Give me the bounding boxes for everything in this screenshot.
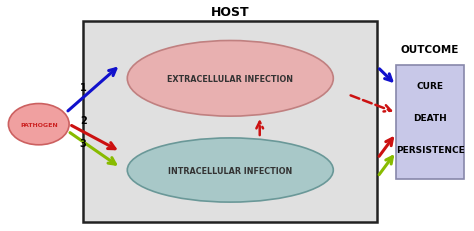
Ellipse shape — [128, 138, 333, 202]
Text: 1: 1 — [80, 83, 87, 93]
Text: CURE: CURE — [417, 81, 444, 90]
Text: PATHOGEN: PATHOGEN — [20, 122, 58, 127]
Text: DEATH: DEATH — [413, 113, 447, 122]
Text: INTRACELLULAR INFECTION: INTRACELLULAR INFECTION — [168, 166, 292, 175]
Text: EXTRACELLULAR INFECTION: EXTRACELLULAR INFECTION — [167, 75, 293, 83]
Text: HOST: HOST — [211, 6, 250, 19]
FancyBboxPatch shape — [396, 65, 464, 179]
Text: 3: 3 — [80, 138, 87, 148]
Text: 2: 2 — [80, 115, 87, 125]
Ellipse shape — [9, 104, 69, 145]
Ellipse shape — [128, 41, 333, 117]
FancyBboxPatch shape — [83, 22, 377, 222]
Text: OUTCOME: OUTCOME — [401, 44, 459, 54]
Text: PERSISTENCE: PERSISTENCE — [396, 145, 465, 154]
